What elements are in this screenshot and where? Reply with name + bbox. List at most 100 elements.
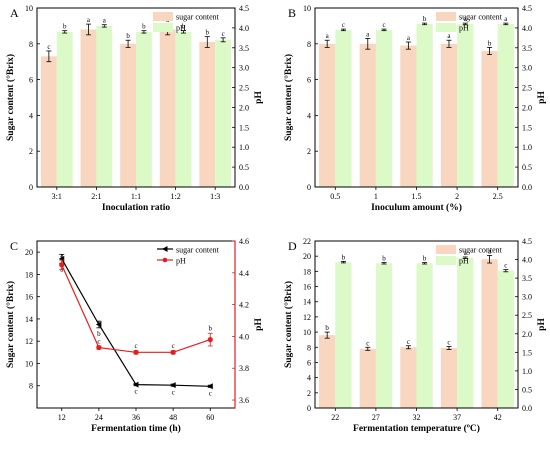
y2-tick-label: 3.6 bbox=[239, 396, 249, 405]
x-tick-label: 3:1 bbox=[52, 192, 62, 201]
significance-letter: c bbox=[97, 337, 100, 345]
bar-ph bbox=[497, 23, 514, 187]
significance-letter: b bbox=[209, 325, 213, 333]
legend: sugar content pH bbox=[436, 12, 503, 33]
legend-label: pH bbox=[459, 257, 469, 266]
y-tick-label: 0 bbox=[307, 404, 311, 413]
data-point-ph bbox=[96, 344, 102, 351]
x-tick-label: 42 bbox=[494, 413, 502, 422]
significance-letter: b bbox=[325, 324, 329, 332]
significance-letter: b bbox=[342, 253, 346, 261]
y2-tick-label: 1.0 bbox=[522, 143, 532, 152]
significance-letter: c bbox=[342, 21, 345, 29]
significance-letter: a bbox=[504, 15, 508, 23]
x-tick-label: 60 bbox=[206, 413, 214, 422]
bar-sugar bbox=[359, 43, 376, 187]
y2-tick-label: 0.5 bbox=[522, 385, 532, 394]
x-axis-title: Fermentation temperature (ºC) bbox=[353, 423, 480, 434]
y2-tick-label: 1.0 bbox=[239, 143, 249, 152]
data-point-sugar bbox=[95, 321, 102, 328]
legend-marker bbox=[162, 246, 168, 252]
y2-tick-label: 2.5 bbox=[522, 311, 532, 320]
bar-sugar bbox=[80, 29, 97, 188]
y-tick-label: 0 bbox=[307, 183, 311, 192]
y-tick-label: 14 bbox=[303, 298, 311, 307]
y2-tick-label: 4.4 bbox=[239, 269, 249, 278]
y-tick-label: 8 bbox=[307, 40, 311, 49]
legend-swatch-ph bbox=[153, 23, 173, 32]
x-tick-label: 37 bbox=[453, 413, 461, 422]
y2-axis-title: pH bbox=[537, 318, 547, 331]
panel-d: Db c c c a b b b a c 0 2 4 6 8 10 12 14 16 18 20 22 0.0 0.5 1.0 1… bbox=[283, 237, 547, 434]
bar-sugar bbox=[319, 43, 336, 187]
y-tick-label: 14 bbox=[25, 315, 33, 324]
significance-letter: a bbox=[447, 32, 451, 40]
y2-tick-label: 4.2 bbox=[239, 301, 249, 310]
legend-label: sugar content bbox=[176, 13, 220, 22]
significance-letter: c bbox=[47, 43, 50, 51]
y2-tick-label: 2.5 bbox=[522, 84, 532, 93]
x-tick-label: 0.5 bbox=[330, 192, 340, 201]
x-tick-label: 24 bbox=[95, 413, 103, 422]
data-point-ph bbox=[170, 349, 176, 355]
significance-letter: c bbox=[504, 262, 507, 270]
y2-tick-label: 4.5 bbox=[522, 237, 532, 246]
bar-ph bbox=[56, 31, 73, 187]
data-point-sugar bbox=[170, 382, 176, 389]
significance-letter: b bbox=[142, 23, 146, 31]
bar-sugar bbox=[481, 50, 498, 188]
y2-tick-label: 4.0 bbox=[522, 256, 532, 265]
y-tick-label: 10 bbox=[303, 4, 311, 13]
y2-axis-title: pH bbox=[537, 91, 547, 104]
bar-ph bbox=[497, 270, 514, 408]
significance-letter: c bbox=[222, 30, 225, 38]
legend: sugar content pH bbox=[436, 245, 503, 266]
y2-tick-label: 1.0 bbox=[522, 367, 532, 376]
significance-letter: b bbox=[97, 330, 101, 338]
significance-letter: a bbox=[464, 249, 468, 257]
legend-swatch-ph bbox=[436, 23, 456, 32]
y-tick-label: 8 bbox=[29, 40, 33, 49]
bar-ph bbox=[375, 29, 393, 187]
bar-ph bbox=[416, 263, 433, 408]
y-axis-title: Sugar content (°Brix) bbox=[5, 281, 16, 368]
bar-ph bbox=[136, 31, 152, 187]
y-tick-label: 20 bbox=[25, 248, 33, 257]
y-tick-label: 16 bbox=[25, 293, 33, 302]
legend-swatch-sugar bbox=[436, 245, 456, 254]
bar-sugar bbox=[120, 43, 136, 187]
series-line-ph bbox=[61, 264, 211, 353]
bar-sugar bbox=[440, 348, 458, 408]
bar-sugar bbox=[40, 56, 57, 187]
significance-letter: a bbox=[60, 252, 64, 260]
series-line-sugar bbox=[61, 258, 211, 387]
panel-label: A bbox=[10, 6, 19, 20]
legend-swatch-sugar bbox=[153, 12, 173, 21]
significance-letter: c bbox=[382, 21, 385, 29]
significance-letter: a bbox=[366, 30, 370, 38]
bar-ph bbox=[375, 263, 393, 408]
bar-ph bbox=[416, 23, 433, 187]
y-tick-label: 2 bbox=[307, 389, 311, 398]
bar-ph bbox=[457, 257, 474, 408]
significance-letter: c bbox=[366, 339, 369, 347]
data-point-sugar bbox=[133, 381, 139, 388]
y2-tick-label: 2.5 bbox=[239, 84, 249, 93]
x-tick-label: 2:1 bbox=[91, 192, 101, 201]
y2-tick-label: 4.5 bbox=[522, 4, 532, 13]
legend-label: sugar content bbox=[459, 13, 503, 22]
legend-label: pH bbox=[459, 24, 469, 33]
bar-sugar bbox=[481, 259, 498, 408]
y2-tick-label: 1.5 bbox=[522, 123, 532, 132]
x-tick-label: 1:3 bbox=[210, 192, 220, 201]
y2-tick-label: 3.5 bbox=[522, 274, 532, 283]
data-point-ph bbox=[207, 337, 213, 343]
significance-letter: b bbox=[63, 23, 67, 31]
y-tick-label: 18 bbox=[25, 270, 33, 279]
x-axis-title: Inoculum amount (%) bbox=[371, 202, 462, 213]
significance-letter: c bbox=[134, 342, 137, 350]
significance-letter: a bbox=[464, 15, 468, 23]
y2-tick-label: 0.0 bbox=[239, 183, 249, 192]
x-tick-label: 2.5 bbox=[493, 192, 503, 201]
